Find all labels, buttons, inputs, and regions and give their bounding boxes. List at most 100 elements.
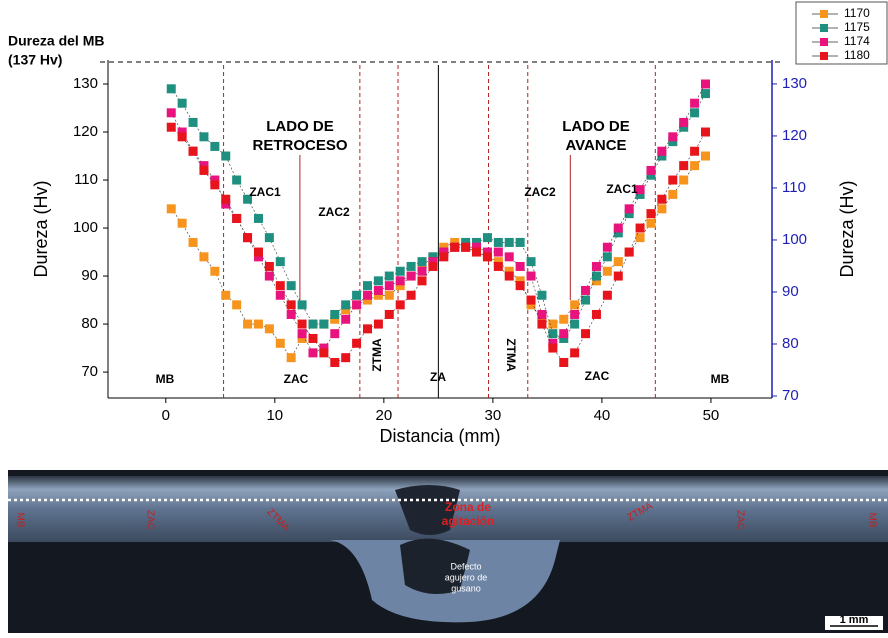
legend-marker xyxy=(820,10,828,18)
marker xyxy=(613,271,623,281)
marker xyxy=(177,127,187,137)
marker xyxy=(526,271,536,281)
micrograph-label: Zona de xyxy=(445,500,491,514)
marker xyxy=(657,204,667,214)
marker xyxy=(602,290,612,300)
defect xyxy=(400,538,470,594)
marker xyxy=(384,271,394,281)
marker xyxy=(221,151,231,161)
marker xyxy=(373,285,383,295)
marker xyxy=(646,218,656,228)
marker xyxy=(330,329,340,339)
marker xyxy=(570,319,580,329)
marker xyxy=(690,98,700,108)
marker xyxy=(613,257,623,267)
marker xyxy=(570,300,580,310)
legend-marker xyxy=(820,24,828,32)
marker xyxy=(286,300,296,310)
marker xyxy=(624,204,634,214)
marker xyxy=(493,261,503,271)
marker xyxy=(428,252,438,262)
annotation: ZAC xyxy=(284,372,309,386)
marker xyxy=(581,285,591,295)
marker xyxy=(210,180,220,190)
y2-tick-label: 70 xyxy=(782,387,799,404)
marker xyxy=(177,132,187,142)
marker xyxy=(264,233,274,243)
marker xyxy=(362,290,372,300)
annotation: ZTMA xyxy=(370,338,384,372)
marker xyxy=(221,290,231,300)
marker xyxy=(548,319,558,329)
marker xyxy=(570,348,580,358)
marker xyxy=(668,189,678,199)
y-tick-label: 110 xyxy=(74,171,98,188)
marker xyxy=(635,223,645,233)
marker xyxy=(504,237,514,247)
annotation: ZAC1 xyxy=(249,185,281,199)
marker xyxy=(515,276,525,286)
marker xyxy=(428,261,438,271)
legend-marker xyxy=(820,52,828,60)
marker xyxy=(504,252,514,262)
marker xyxy=(700,151,710,161)
marker xyxy=(493,257,503,267)
x-tick-label: 30 xyxy=(485,407,502,424)
marker xyxy=(243,319,253,329)
marker xyxy=(602,242,612,252)
marker xyxy=(548,329,558,339)
marker xyxy=(439,242,449,252)
marker xyxy=(199,252,209,262)
micrograph-label: Defecto xyxy=(450,561,481,571)
y2-tick-label: 120 xyxy=(782,127,807,144)
marker xyxy=(559,314,569,324)
annotation: ZTMA xyxy=(504,338,518,372)
x-axis-label: Distancia (mm) xyxy=(379,426,500,446)
annotation: RETROCESO xyxy=(252,137,347,154)
y-tick-label: 120 xyxy=(73,123,98,140)
marker xyxy=(395,266,405,276)
marker xyxy=(286,309,296,319)
marker xyxy=(373,319,383,329)
marker xyxy=(461,242,471,252)
marker xyxy=(482,233,492,243)
marker xyxy=(570,309,580,319)
marker xyxy=(690,146,700,156)
marker xyxy=(166,108,176,118)
marker xyxy=(253,252,263,262)
micrograph-label: MB xyxy=(14,513,25,528)
legend-label: 1175 xyxy=(844,20,870,34)
marker xyxy=(319,319,329,329)
marker xyxy=(504,266,514,276)
marker xyxy=(482,247,492,257)
marker xyxy=(199,161,209,171)
marker xyxy=(548,338,558,348)
marker xyxy=(188,237,198,247)
marker xyxy=(253,213,263,223)
marker xyxy=(221,199,231,209)
marker xyxy=(450,242,460,252)
marker xyxy=(537,314,547,324)
marker xyxy=(417,276,427,286)
marker xyxy=(591,309,601,319)
micrograph-label: MB xyxy=(866,513,877,528)
marker xyxy=(679,175,689,185)
marker xyxy=(635,233,645,243)
micrograph-label: ZAC xyxy=(734,510,745,530)
marker xyxy=(472,247,482,257)
marker xyxy=(210,175,220,185)
marker xyxy=(439,252,449,262)
marker xyxy=(232,213,242,223)
marker xyxy=(602,252,612,262)
marker xyxy=(286,353,296,363)
marker xyxy=(439,247,449,257)
legend-box xyxy=(795,1,888,65)
marker xyxy=(450,237,460,247)
y2-tick-label: 100 xyxy=(782,231,807,248)
marker xyxy=(493,247,503,257)
marker xyxy=(243,194,253,204)
header-label: (137 Hv) xyxy=(8,52,62,68)
marker xyxy=(232,300,242,310)
